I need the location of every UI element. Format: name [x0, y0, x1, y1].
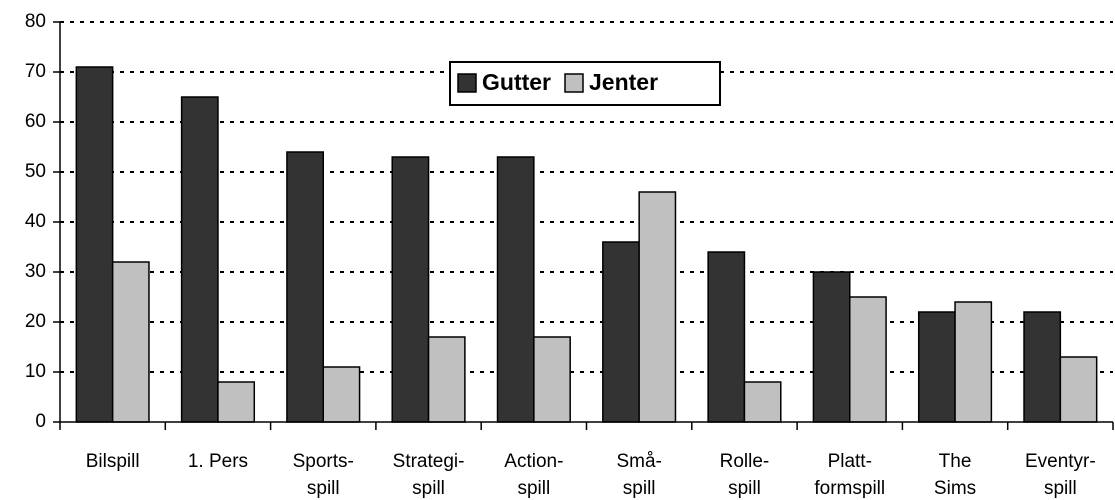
y-tick-label: 80: [25, 11, 46, 32]
legend-swatch: [457, 73, 477, 93]
x-tick-label: spill: [307, 478, 340, 499]
bar: [496, 156, 535, 423]
y-tick-label: 0: [35, 411, 46, 432]
y-tick-label: 70: [25, 61, 46, 82]
y-tick-label: 50: [25, 161, 46, 182]
y-tick-label: 30: [25, 261, 46, 282]
bar: [322, 366, 361, 423]
bar: [217, 381, 256, 423]
x-tick-label: Action-: [504, 451, 563, 472]
x-tick-label: Rolle-: [720, 451, 770, 472]
x-tick-label: spill: [623, 478, 656, 499]
x-tick-label: 1. Pers: [188, 451, 248, 472]
legend-box: [449, 61, 721, 106]
y-tick-label: 60: [25, 111, 46, 132]
y-tick-label: 40: [25, 211, 46, 232]
bar: [707, 251, 746, 423]
bar: [917, 311, 956, 423]
bar: [111, 261, 150, 423]
x-tick-label: The: [939, 451, 972, 472]
x-tick-label: Sports-: [293, 451, 354, 472]
x-tick-label: Bilspill: [86, 451, 140, 472]
bar: [849, 296, 887, 423]
x-tick-label: spill: [1044, 478, 1077, 499]
bar: [602, 241, 640, 423]
x-tick-label: Små-: [616, 451, 661, 472]
x-tick-label: Eventyr-: [1025, 451, 1096, 472]
bar: [391, 156, 430, 423]
x-tick-label: Sims: [934, 478, 976, 499]
legend-label: Jenter: [589, 69, 658, 95]
bar: [812, 271, 851, 423]
legend: Gutter Jenter: [449, 61, 721, 106]
legend-label: Gutter: [482, 69, 551, 95]
bar: [638, 191, 677, 423]
x-tick-label: spill: [412, 478, 445, 499]
x-tick-label: spill: [517, 478, 550, 499]
bar: [954, 301, 993, 423]
bar: [1059, 356, 1098, 423]
y-tick-label: 20: [25, 311, 46, 332]
bar: [180, 96, 219, 423]
x-tick-label: Platt-: [828, 451, 872, 472]
bar: [1023, 311, 1062, 423]
x-tick-label: spill: [728, 478, 761, 499]
x-tick-label: formspill: [814, 478, 885, 499]
y-tick-label: 10: [25, 361, 46, 382]
bar: [427, 336, 466, 423]
bar: [286, 151, 325, 423]
x-tick-label: Strategi-: [393, 451, 465, 472]
legend-swatch: [564, 73, 584, 93]
bar: [743, 381, 782, 423]
bar: [75, 66, 114, 423]
bar: [533, 336, 571, 423]
